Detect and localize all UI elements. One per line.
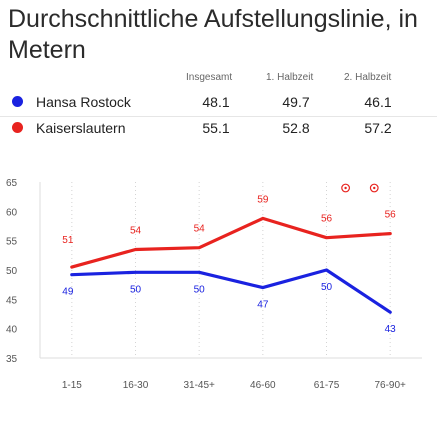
y-tick-label: 45 bbox=[6, 295, 18, 306]
data-label: 47 bbox=[257, 300, 269, 311]
x-tick-label: 31-45+ bbox=[183, 380, 215, 391]
data-label: 54 bbox=[130, 225, 142, 236]
data-label: 59 bbox=[257, 194, 269, 205]
team-row-kaiserslautern: Kaiserslautern 55.1 52.8 57.2 bbox=[0, 116, 437, 140]
team-name: Kaiserslautern bbox=[36, 120, 126, 136]
row-divider bbox=[0, 116, 437, 117]
x-tick-label: 61-75 bbox=[314, 380, 340, 391]
value-halbzeit-1: 52.8 bbox=[282, 120, 310, 136]
data-label: 50 bbox=[130, 284, 142, 295]
x-tick-label: 1-15 bbox=[62, 380, 82, 391]
data-label: 50 bbox=[321, 282, 333, 293]
y-tick-label: 35 bbox=[6, 354, 18, 365]
data-label: 56 bbox=[385, 210, 397, 221]
column-header-halbzeit-2: 2. Halbzeit bbox=[344, 72, 392, 83]
column-header-halbzeit-1: 1. Halbzeit bbox=[266, 72, 314, 83]
y-tick-label: 65 bbox=[6, 178, 18, 189]
y-tick-label: 40 bbox=[6, 325, 18, 336]
value-halbzeit-1: 49.7 bbox=[282, 94, 310, 110]
legend-dot-icon bbox=[12, 96, 23, 107]
team-name: Hansa Rostock bbox=[36, 94, 131, 110]
x-tick-label: 76-90+ bbox=[374, 380, 406, 391]
data-label: 54 bbox=[194, 224, 206, 235]
series-line-kaiserslautern bbox=[70, 216, 392, 269]
data-label: 49 bbox=[62, 287, 74, 298]
data-label: 51 bbox=[62, 235, 74, 246]
y-tick-label: 55 bbox=[6, 237, 18, 248]
y-tick-label: 60 bbox=[6, 207, 18, 218]
x-tick-label: 16-30 bbox=[123, 380, 149, 391]
football-icon-center bbox=[344, 186, 347, 190]
column-header-insgesamt: Insgesamt bbox=[186, 72, 233, 83]
data-label: 56 bbox=[321, 214, 333, 225]
value-insgesamt: 55.1 bbox=[202, 120, 230, 136]
lineup-line-chart: 35 40 45 50 55 60 65 1-15 16-30 31-45+ 46-60 61-75 7… bbox=[6, 178, 422, 391]
value-halbzeit-2: 57.2 bbox=[364, 120, 392, 136]
value-halbzeit-2: 46.1 bbox=[364, 94, 392, 110]
data-label: 43 bbox=[385, 324, 397, 335]
legend-dot-icon bbox=[12, 122, 23, 133]
page-title: Durchschnittliche Aufstellungslinie, in … bbox=[8, 5, 418, 64]
team-row-hansa-rostock: Hansa Rostock 48.1 49.7 46.1 bbox=[0, 90, 437, 117]
y-tick-label: 50 bbox=[6, 266, 18, 277]
value-insgesamt: 48.1 bbox=[202, 94, 230, 110]
data-label: 50 bbox=[194, 284, 206, 295]
football-icon-center bbox=[373, 186, 376, 190]
series-line-hansa-rostock bbox=[70, 268, 392, 314]
x-tick-label: 46-60 bbox=[250, 380, 276, 391]
